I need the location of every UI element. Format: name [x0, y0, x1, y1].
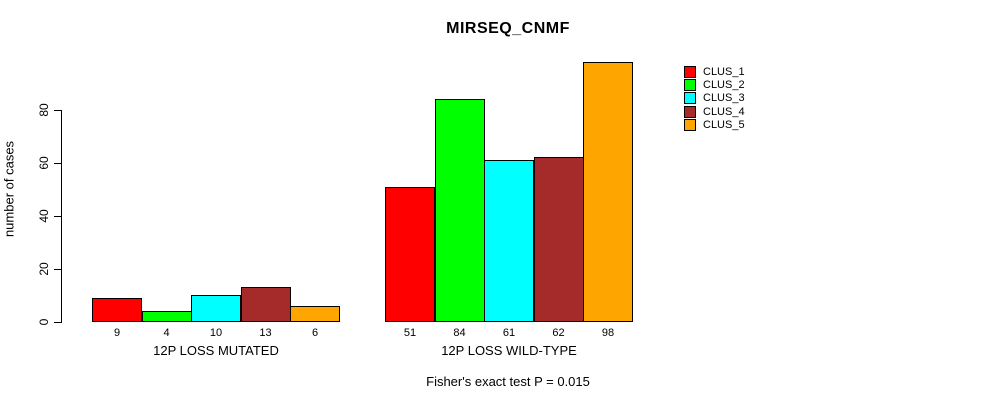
legend-label: CLUS_3 [703, 92, 745, 105]
bar-value-label: 61 [502, 327, 516, 339]
legend-item-clus_3: CLUS_3 [684, 92, 745, 105]
y-axis-tick [54, 109, 61, 111]
y-axis-line [61, 109, 62, 323]
y-axis-tick [54, 268, 61, 270]
legend-swatch-clus_3 [684, 92, 696, 105]
bar-value-label: 13 [259, 327, 272, 339]
bar-clus_3-wildtype [484, 160, 534, 322]
caption: Fisher's exact test P = 0.015 [426, 374, 590, 389]
legend-label: CLUS_1 [703, 65, 745, 78]
bar-clus_2-mutated [141, 311, 192, 322]
bar-value-label: 9 [113, 327, 121, 339]
bar-value-label: 62 [552, 327, 565, 339]
chart-title: MIRSEQ_CNMF [446, 20, 570, 37]
legend-item-clus_5: CLUS_5 [684, 119, 745, 132]
bar-value-label: 51 [403, 327, 417, 339]
bar-clus_3-mutated [191, 295, 241, 322]
legend-label: CLUS_2 [703, 79, 745, 92]
bar-clus_5-wildtype [583, 62, 633, 322]
y-tick-label: 40 [37, 209, 51, 223]
legend-swatch-clus_5 [684, 119, 696, 132]
legend-swatch-clus_2 [684, 79, 696, 92]
bar-clus_4-mutated [240, 287, 291, 322]
bar-clus_1-wildtype [385, 187, 435, 322]
legend-item-clus_1: CLUS_1 [684, 65, 745, 78]
group-label-wildtype: 12P LOSS WILD-TYPE [441, 343, 577, 358]
legend-item-clus_2: CLUS_2 [684, 78, 745, 92]
bar-value-label: 6 [311, 327, 319, 339]
legend: CLUS_1 CLUS_2 CLUS_3 CLUS_4 CLUS_5 [684, 65, 745, 132]
y-tick-label: 20 [37, 262, 51, 276]
y-axis-tick [54, 215, 61, 217]
bar-clus_2-wildtype [434, 99, 485, 322]
y-tick-label: 0 [37, 318, 51, 326]
y-tick-label: 60 [37, 155, 51, 170]
y-axis-tick [54, 162, 61, 164]
legend-label: CLUS_4 [703, 105, 745, 118]
legend-swatch-clus_1 [684, 65, 696, 78]
bar-value-label: 10 [209, 327, 223, 339]
y-axis-tick [54, 322, 61, 323]
bar-clus_4-wildtype [533, 157, 584, 322]
bar-value-label: 4 [163, 327, 170, 339]
y-tick-label: 80 [37, 102, 51, 117]
bar-value-label: 98 [601, 327, 615, 339]
legend-swatch-clus_4 [684, 105, 696, 118]
bar-clus_5-mutated [290, 306, 340, 322]
legend-label: CLUS_5 [703, 119, 745, 132]
bar-value-label: 84 [453, 327, 466, 339]
bar-clus_1-mutated [92, 298, 142, 322]
group-label-mutated: 12P LOSS MUTATED [153, 343, 279, 358]
legend-item-clus_4: CLUS_4 [684, 105, 745, 118]
